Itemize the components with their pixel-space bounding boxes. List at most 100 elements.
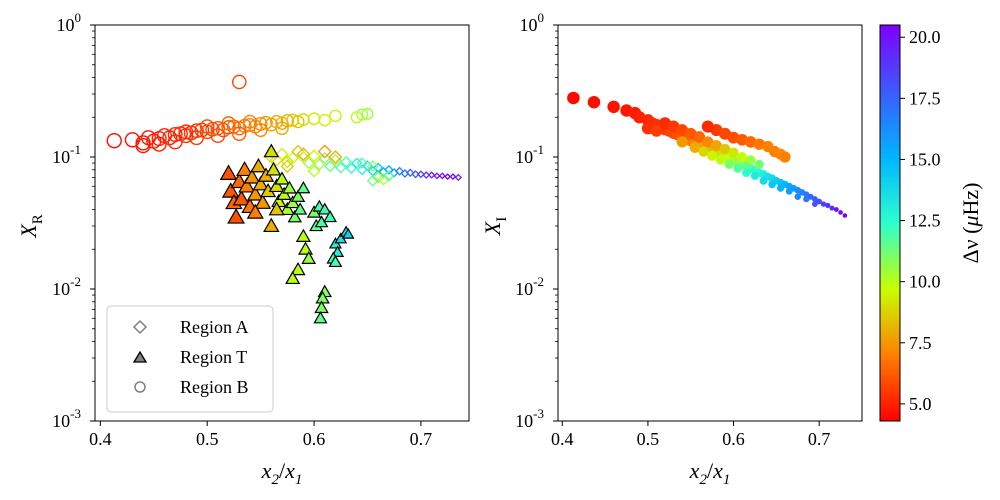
colorbar-tick-label: 15.0 <box>909 149 941 169</box>
data-point-region-a <box>275 147 289 161</box>
colorbar-strip <box>879 24 901 422</box>
data-point-region-a <box>307 149 321 163</box>
data-point-region-t <box>227 208 245 224</box>
data-point <box>742 168 751 177</box>
data-point <box>759 176 768 185</box>
data-point-region-t <box>301 251 317 264</box>
colorbar-tick-label: 5.0 <box>909 394 932 414</box>
data-point <box>701 120 714 133</box>
data-point-region-a <box>454 173 463 182</box>
data-point-region-t <box>232 190 251 206</box>
data-point-region-t <box>243 168 261 184</box>
data-point <box>785 187 793 195</box>
data-point-region-b <box>307 112 321 126</box>
colorbar-ticks: 5.0 7.5 10.0 12.5 15.0 17.5 20.0 <box>900 27 941 414</box>
left-x-ticks: 0.4 0.5 0.6 0.7 <box>89 421 432 449</box>
colorbar-tick-label: 20.0 <box>909 27 941 47</box>
data-point-region-t <box>285 270 301 285</box>
data-point-region-a <box>280 159 295 174</box>
y-tick-label: 10-3 <box>515 406 544 431</box>
data-point-region-t <box>263 143 280 158</box>
data-point <box>689 142 701 153</box>
data-point-region-b <box>361 107 374 120</box>
data-point <box>715 155 726 165</box>
x-tick-label: 0.6 <box>722 429 745 449</box>
data-point-region-t <box>328 254 343 268</box>
data-point <box>710 140 722 152</box>
data-point-region-t <box>287 209 303 223</box>
left-scatter-points <box>106 74 463 324</box>
data-point <box>676 136 688 148</box>
data-point <box>719 127 731 140</box>
data-point-region-t <box>246 185 264 201</box>
data-point-region-t <box>317 202 332 215</box>
data-point-region-t <box>290 261 306 276</box>
data-point-region-b <box>356 108 369 121</box>
right-x-axis-label: x2/x1 <box>689 458 731 488</box>
data-point <box>812 201 818 207</box>
data-point-region-a <box>324 160 337 173</box>
data-point-region-a <box>384 164 394 175</box>
data-point-region-a <box>444 173 452 181</box>
data-point <box>707 150 718 161</box>
data-point-region-b <box>221 120 236 135</box>
data-point-region-t <box>323 210 337 223</box>
data-point-region-t <box>263 217 280 233</box>
data-point-region-b <box>189 130 204 146</box>
data-point-region-t <box>268 201 285 216</box>
data-point-region-b <box>135 138 151 154</box>
legend-diamond-marker <box>132 319 148 335</box>
data-point-region-a <box>383 170 395 182</box>
data-point <box>693 131 706 143</box>
y-tick-label: 10-3 <box>52 406 81 431</box>
data-point-region-a <box>317 144 332 159</box>
data-point-region-a <box>302 156 315 170</box>
data-point-region-b <box>221 116 236 131</box>
left-plot-frame <box>94 24 470 422</box>
data-point-region-a <box>356 157 368 169</box>
data-point <box>733 163 743 173</box>
data-point-region-t <box>236 161 254 177</box>
data-point-region-a <box>366 174 379 187</box>
data-point-region-b <box>106 132 122 149</box>
data-point-region-t <box>279 201 295 216</box>
x-tick-label: 0.5 <box>196 429 219 449</box>
data-point-region-b <box>151 136 167 152</box>
data-point-region-a <box>313 158 326 171</box>
data-point-region-t <box>265 161 282 176</box>
data-point-region-a <box>405 168 415 177</box>
data-point-region-t <box>250 157 267 173</box>
right-x-ticks: 0.4 0.5 0.6 0.7 <box>551 421 830 449</box>
data-point-region-t <box>268 178 285 193</box>
y-tick-label: 100 <box>57 10 82 35</box>
data-point-region-a <box>307 164 321 178</box>
data-point-region-a <box>449 173 457 181</box>
data-point-region-b <box>318 113 332 127</box>
right-y-axis-label: XI <box>480 217 510 236</box>
data-point-region-a <box>411 170 420 179</box>
data-point-region-t <box>313 311 328 324</box>
colorbar-tick-label: 10.0 <box>909 272 941 292</box>
data-point-region-b <box>286 113 300 127</box>
legend-label-region-a: Region A <box>180 317 249 337</box>
y-tick-label: 10-1 <box>515 142 544 167</box>
x-tick-label: 0.6 <box>303 429 326 449</box>
data-point <box>803 195 810 203</box>
data-point-region-t <box>282 180 297 194</box>
legend: Region A Region T Region B <box>106 305 274 413</box>
data-point-region-t <box>342 227 355 239</box>
data-point <box>768 180 776 189</box>
y-tick-label: 10-1 <box>52 142 81 167</box>
data-point <box>745 155 756 165</box>
data-point <box>842 213 848 218</box>
right-scatter-points <box>567 91 848 218</box>
y-tick-label: 10-2 <box>52 274 81 299</box>
data-point-region-a <box>416 170 425 179</box>
data-point <box>719 143 731 155</box>
data-point <box>702 136 714 148</box>
data-point-region-a <box>395 166 405 176</box>
data-point <box>825 202 831 209</box>
data-point-region-b <box>291 115 305 129</box>
x-tick-label: 0.7 <box>808 429 831 449</box>
